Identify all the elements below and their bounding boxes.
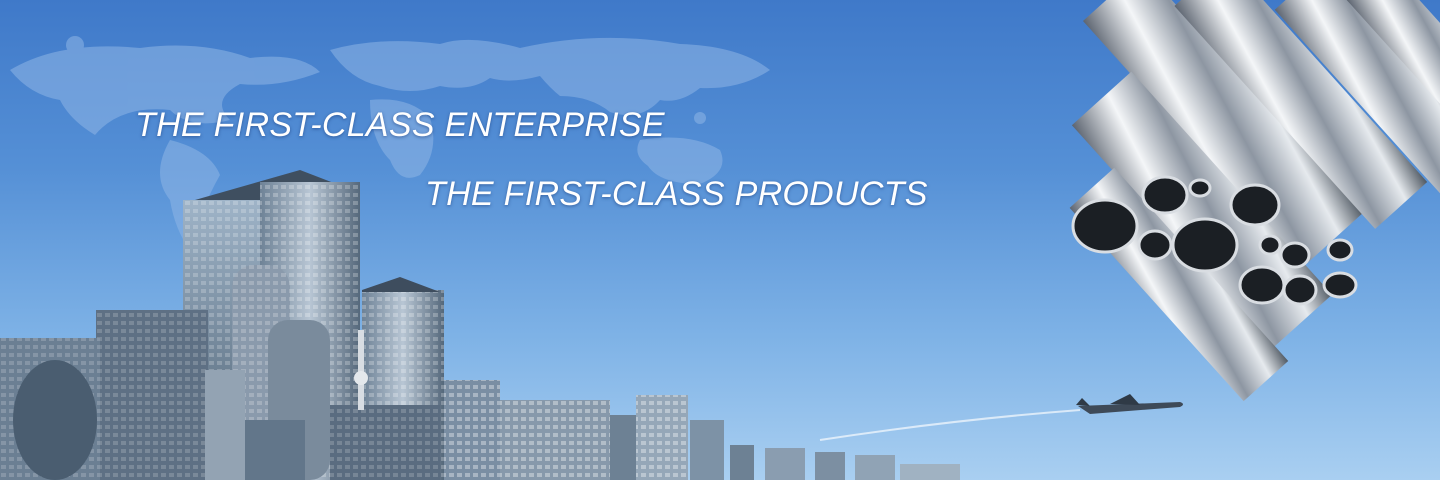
steel-pipes-image (1069, 0, 1440, 402)
headline-products: THE FIRST-CLASS PRODUCTS (425, 175, 928, 213)
city-skyline (0, 170, 444, 480)
world-map-icon (10, 36, 770, 250)
airplane-icon (819, 394, 1183, 441)
distant-buildings (430, 380, 960, 480)
headline-enterprise: THE FIRST-CLASS ENTERPRISE (135, 106, 665, 144)
